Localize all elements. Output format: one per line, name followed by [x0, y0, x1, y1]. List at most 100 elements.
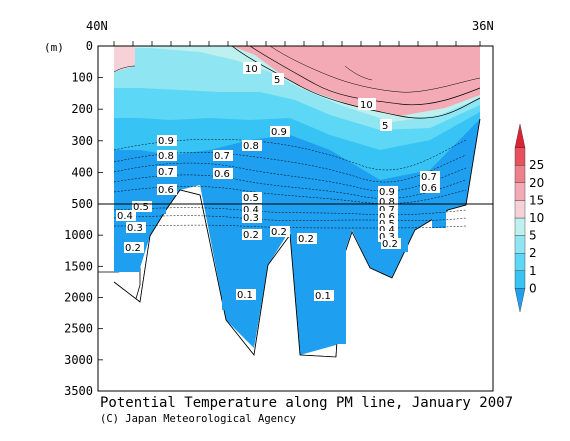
- y-tick-label: 300: [71, 134, 93, 148]
- contour-label: 0.1: [236, 289, 256, 301]
- y-tick-label: 1500: [64, 259, 93, 273]
- colorbar-tick-label: 1: [529, 264, 537, 278]
- colorbar-tick-label: 15: [529, 193, 544, 207]
- seafloor-mask: [98, 119, 493, 391]
- colorbar-segment: [514, 252, 526, 271]
- svg-text:0.8: 0.8: [379, 197, 395, 208]
- svg-text:0.3: 0.3: [379, 232, 395, 243]
- x-label-left: 40N: [86, 19, 108, 33]
- colorbar-segment: [514, 200, 526, 219]
- contour-line: [113, 139, 467, 171]
- x-label-right: 36N: [472, 19, 494, 33]
- contour-label: 0.6: [378, 211, 398, 223]
- colorbar-segment: [514, 123, 526, 148]
- colorbar-segment: [514, 164, 526, 183]
- contour-label: 0.9: [157, 135, 177, 147]
- contour-label: 0.8: [378, 196, 398, 208]
- contour-line: [113, 215, 467, 221]
- contour-label: 0.7: [213, 150, 233, 162]
- chart-credit: (C) Japan Meteorological Agency: [100, 413, 296, 425]
- contour-line: [113, 174, 467, 199]
- svg-text:0.5: 0.5: [243, 193, 259, 204]
- svg-text:0.4: 0.4: [379, 225, 395, 236]
- contour-label: 0.2: [270, 226, 290, 238]
- contour-label: 0.2: [381, 238, 401, 250]
- contour-label: 0.2: [297, 233, 317, 245]
- contour-line: [269, 46, 481, 93]
- y-tick-label: 3500: [64, 384, 93, 398]
- svg-text:0.2: 0.2: [125, 243, 141, 254]
- contour-label: 0.5: [242, 192, 262, 204]
- svg-text:0.6: 0.6: [214, 169, 230, 180]
- svg-text:0.2: 0.2: [271, 227, 287, 238]
- svg-text:0.9: 0.9: [158, 136, 174, 147]
- contour-line: [113, 162, 467, 192]
- contour-label: 0.4: [378, 224, 398, 236]
- y-tick-label: 400: [71, 165, 93, 179]
- svg-text:0.6: 0.6: [158, 185, 174, 196]
- y-unit-label: (m): [44, 41, 64, 54]
- y-tick-label: 3000: [64, 353, 93, 367]
- svg-text:0.7: 0.7: [421, 172, 437, 183]
- svg-text:0.2: 0.2: [382, 239, 398, 250]
- svg-text:0.4: 0.4: [243, 205, 259, 216]
- contour-label: 10: [358, 98, 376, 111]
- contour-label: 0.4: [242, 204, 262, 216]
- svg-text:0.8: 0.8: [158, 151, 174, 162]
- plot-frame: [97, 45, 494, 392]
- svg-text:0.3: 0.3: [243, 213, 259, 224]
- colorbar-tick-label: 2: [529, 246, 537, 260]
- svg-text:0.7: 0.7: [214, 151, 230, 162]
- svg-text:5: 5: [274, 75, 280, 86]
- svg-text:0.2: 0.2: [298, 234, 314, 245]
- contour-label: 5: [380, 119, 392, 132]
- contour-label: 0.8: [157, 150, 177, 162]
- contour-label: 0.9: [270, 126, 290, 138]
- svg-text:0.1: 0.1: [237, 290, 253, 301]
- svg-text:0.7: 0.7: [158, 167, 174, 178]
- contour-label: 0.8: [242, 140, 262, 152]
- chart-title: Potential Temperature along PM line, Jan…: [100, 395, 514, 411]
- svg-text:0.9: 0.9: [271, 127, 287, 138]
- colorbar-segment: [514, 235, 526, 254]
- contour-line: [344, 65, 373, 81]
- svg-text:0.6: 0.6: [421, 183, 437, 194]
- y-tick-label: 500: [71, 197, 93, 211]
- colorbar-segment: [514, 182, 526, 201]
- band-pink: [232, 46, 480, 116]
- svg-text:0.9: 0.9: [379, 187, 395, 198]
- colorbar-segment: [514, 217, 526, 236]
- contour-label: 0.7: [378, 204, 398, 216]
- svg-text:0.6: 0.6: [379, 212, 395, 223]
- svg-text:10: 10: [245, 64, 258, 75]
- contour-line: [113, 65, 136, 73]
- contour-label: 0.6: [420, 182, 440, 194]
- y-tick-label: 2500: [64, 322, 93, 336]
- y-tick-label: 1000: [64, 228, 93, 242]
- contour-label: 5: [272, 73, 284, 86]
- svg-text:5: 5: [382, 121, 388, 132]
- colorbar-segment: [514, 270, 526, 289]
- colorbar-tick-label: 5: [529, 229, 537, 243]
- contour-line: [113, 207, 467, 216]
- contour-label: 0.3: [378, 231, 398, 243]
- colorbar-tick-label: 20: [529, 176, 544, 190]
- contour-label: 0.1: [314, 290, 334, 302]
- contour-label: 0.6: [213, 168, 233, 180]
- svg-text:0.3: 0.3: [127, 223, 143, 234]
- contour-label: 0.2: [242, 229, 262, 241]
- contour-label: 0.3: [242, 212, 262, 224]
- contour-label: 0.9: [378, 186, 398, 198]
- contour-line: [113, 224, 467, 229]
- y-tick-label: 200: [71, 102, 93, 116]
- colorbar-tick-label: 0: [529, 281, 537, 295]
- svg-text:0.5: 0.5: [133, 202, 149, 213]
- contour-label: 0.7: [420, 171, 440, 183]
- contour-label: 0.7: [157, 166, 177, 178]
- colorbar-tick-label: 25: [529, 158, 544, 172]
- contour-label: 0.5: [132, 201, 152, 213]
- svg-text:0.4: 0.4: [117, 211, 133, 222]
- svg-text:0.8: 0.8: [243, 141, 259, 152]
